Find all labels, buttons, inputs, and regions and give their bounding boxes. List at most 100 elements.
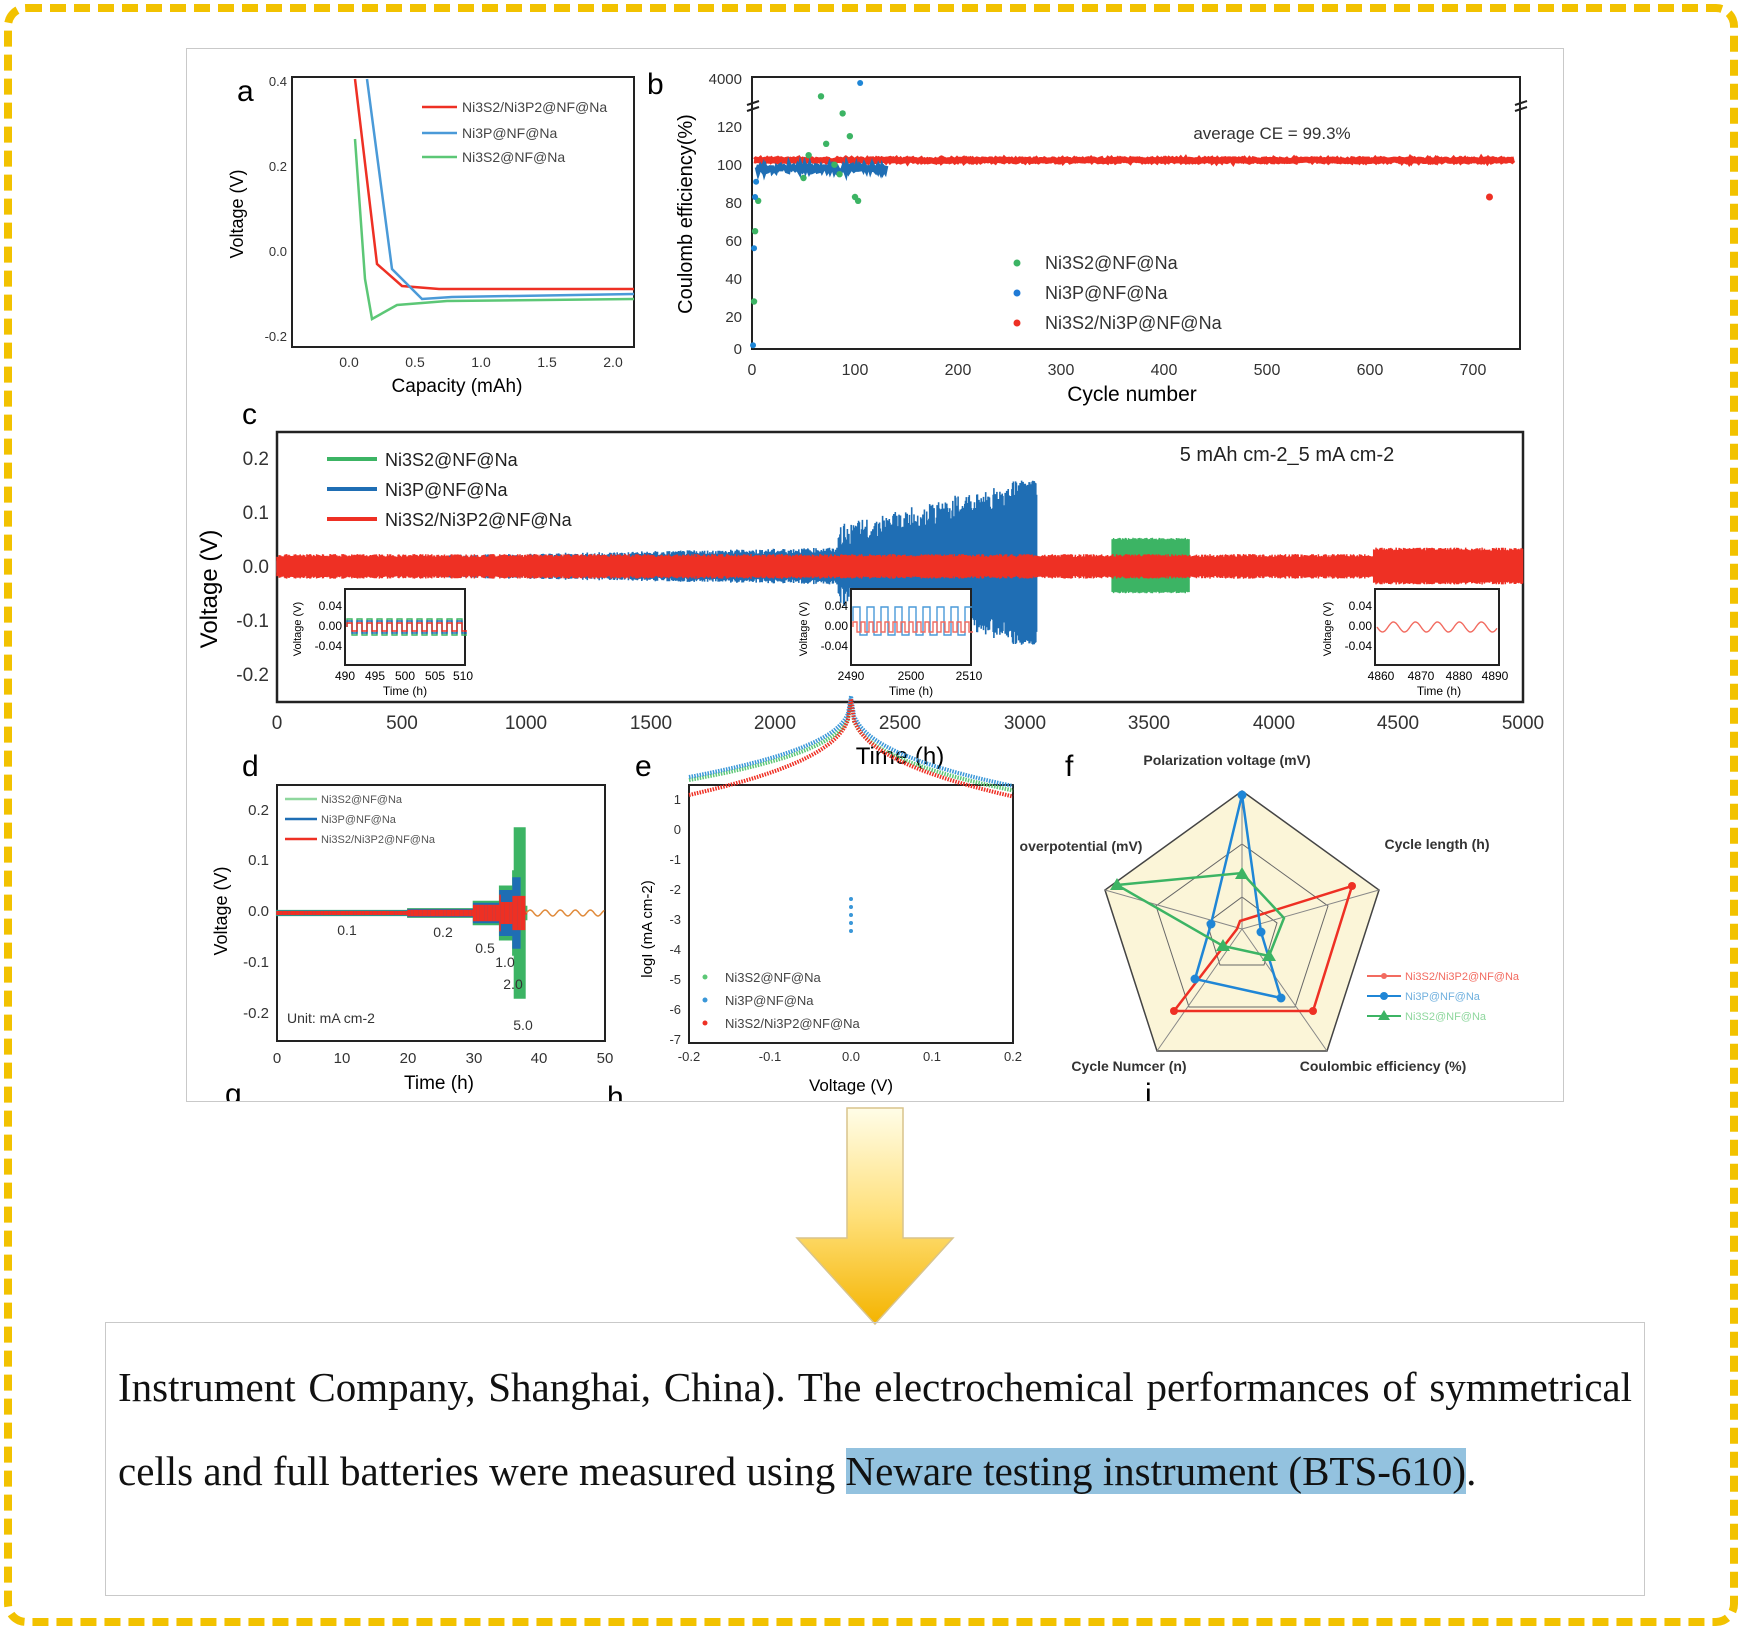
panel-b-ytick: 60 — [725, 233, 742, 250]
figure-panel: a 0.4 0.2 0.0 -0.2 0.0 0.5 1.0 1.5 2.0 C… — [186, 48, 1564, 1102]
radar-marker — [1237, 790, 1247, 800]
panel-e-traces — [688, 695, 1014, 933]
panel-a-legend: Ni3S2/Ni3P2@NF@Na Ni3P@NF@Na Ni3S2@NF@Na — [422, 99, 607, 165]
inset-2-xtick: 2490 — [838, 669, 865, 683]
panel-a-xtick: 2.0 — [603, 354, 623, 370]
panel-e-legend-1: Ni3S2@NF@Na — [725, 970, 822, 985]
inset-1-xtick: 490 — [335, 669, 355, 683]
legend-dot-red — [1013, 319, 1021, 327]
legend-dot-blue — [702, 997, 708, 1003]
radar-axis-label: Cycle length (h) — [1384, 836, 1489, 852]
tafel-blue — [688, 695, 1014, 788]
inset-1-xtick: 505 — [425, 669, 445, 683]
panel-e-ytick: 1 — [674, 792, 681, 807]
panel-d-yticks: 0.2 0.1 0.0 -0.1 -0.2 — [243, 802, 269, 1022]
tafel-green — [688, 701, 1014, 793]
ce-point-blue — [751, 245, 758, 252]
legend-marker — [1380, 992, 1388, 1000]
panel-d-xticks: 0 10 20 30 40 50 — [273, 1050, 614, 1067]
trace-red — [276, 894, 528, 932]
inset-3-ytick: 0.00 — [1349, 619, 1373, 633]
inset-3-ylabel: Voltage (V) — [1322, 602, 1334, 656]
panel-e-xlabel: Voltage (V) — [809, 1076, 893, 1095]
panel-c-ytick: 0.2 — [243, 449, 269, 470]
inset-2-ytick: 0.04 — [825, 599, 849, 613]
panel-a-curve-blue — [365, 78, 635, 301]
paragraph-end: . — [1466, 1448, 1477, 1494]
ce-point-green — [750, 298, 758, 305]
inset-1-xtick: 510 — [453, 669, 473, 683]
panel-d-rate-labels: 0.1 0.2 0.5 1.0 2.0 5.0 — [337, 922, 533, 1033]
panel-e-ytick: -6 — [669, 1002, 681, 1017]
dashed-frame — [4, 4, 1738, 1626]
panel-b-legend-3: Ni3S2/Ni3P@NF@Na — [1045, 313, 1223, 333]
radar-marker — [1262, 949, 1276, 961]
panel-b-ytick: 120 — [717, 119, 742, 136]
inset-3-xtick: 4860 — [1368, 669, 1395, 683]
ce-point-green — [854, 197, 862, 204]
panel-b-ytick: 0 — [734, 341, 742, 358]
panel-d-xtick: 0 — [273, 1050, 281, 1067]
radar-marker — [1190, 974, 1200, 984]
ce-point-red — [938, 155, 946, 163]
panel-a-curve-green — [353, 138, 635, 321]
ce-point-green — [805, 152, 812, 159]
panel-b-xtick: 300 — [1048, 362, 1075, 379]
ce-point-green — [836, 171, 843, 178]
radar-axis-label: Cycle Numcer (n) — [1071, 1058, 1186, 1074]
panel-e-ytick: -5 — [669, 972, 681, 987]
panel-f-radar — [1104, 790, 1380, 1052]
panel-d-ytick: 0.0 — [248, 903, 269, 920]
inset-1-ytick: -0.04 — [315, 639, 343, 653]
radar-axis-label: overpotential (mV) — [1020, 838, 1143, 854]
panel-a-legend-2: Ni3P@NF@Na — [462, 125, 558, 141]
panel-e-xticks: -0.2 -0.1 0.0 0.1 0.2 — [678, 1049, 1022, 1064]
panel-c-yticks: 0.2 0.1 0.0 -0.1 -0.2 — [236, 449, 269, 686]
panel-f-legend-3: Ni3S2@NF@Na — [1405, 1011, 1487, 1023]
tafel-point — [849, 929, 853, 933]
ce-point-blue — [752, 194, 759, 200]
panel-d-ytick: -0.1 — [243, 954, 269, 971]
panel-a-legend-3: Ni3S2@NF@Na — [462, 149, 565, 165]
radar-ring — [1155, 843, 1329, 1008]
radar-marker — [1348, 882, 1356, 890]
panel-c-xtick: 4000 — [1253, 713, 1295, 734]
axis-break-left — [746, 100, 760, 112]
axis-break-right — [1514, 100, 1528, 112]
radar-spokes — [1104, 791, 1380, 1052]
panel-b-xtick: 700 — [1460, 362, 1487, 379]
panel-b-ytick: 4000 — [709, 71, 742, 88]
panel-letter-b: b — [647, 68, 664, 101]
highlighted-text: Neware testing instrument (BTS-610) — [845, 1448, 1467, 1494]
panel-b-xtick: 100 — [842, 362, 869, 379]
panel-a-yticks: 0.4 0.2 0.0 -0.2 — [265, 74, 287, 344]
figure-svg: a 0.4 0.2 0.0 -0.2 0.0 0.5 1.0 1.5 2.0 C… — [196, 68, 1544, 1101]
panel-e-legend: Ni3S2@NF@Na Ni3P@NF@Na Ni3S2/Ni3P2@NF@Na — [702, 970, 861, 1031]
panel-a-xtick: 0.5 — [405, 354, 425, 370]
panel-a-xtick: 1.0 — [471, 354, 491, 370]
panel-e-legend-2: Ni3P@NF@Na — [725, 993, 814, 1008]
panel-a-ylabel: Voltage (V) — [227, 169, 247, 258]
inset-wave-blue — [346, 620, 467, 634]
panel-b-ylabel: Coulomb efficiency(%) — [675, 114, 697, 314]
panel-c-xtick: 0 — [272, 713, 283, 734]
panel-f-axis-labels: Polarization voltage (mV) Cycle length (… — [1020, 752, 1490, 1074]
radar-marker — [1256, 927, 1266, 937]
rate-label: 0.5 — [475, 940, 495, 956]
panel-b-ytick: 20 — [725, 309, 742, 326]
inset-wave-blue — [852, 606, 972, 636]
panel-e-xtick: -0.1 — [759, 1049, 781, 1064]
ce-point-green — [822, 140, 830, 147]
panel-b-legend-1: Ni3S2@NF@Na — [1045, 253, 1179, 273]
inset-2-xtick: 2500 — [898, 669, 925, 683]
tafel-red — [688, 698, 1014, 799]
panel-e-axes — [688, 784, 1014, 1044]
panel-letter-i: i — [1145, 1078, 1152, 1101]
panel-c-legend-1: Ni3S2@NF@Na — [385, 450, 519, 470]
panel-a-xtick: 1.5 — [537, 354, 557, 370]
panel-c-legend-3: Ni3S2/Ni3P2@NF@Na — [385, 510, 573, 530]
panel-c-xtick: 1000 — [505, 713, 547, 734]
panel-c-xtick: 3500 — [1128, 713, 1170, 734]
panel-c-inset-1: Voltage (V) 0.04 0.00 -0.04 490 495 500 … — [292, 588, 473, 698]
panel-a-curve-red — [353, 78, 634, 291]
